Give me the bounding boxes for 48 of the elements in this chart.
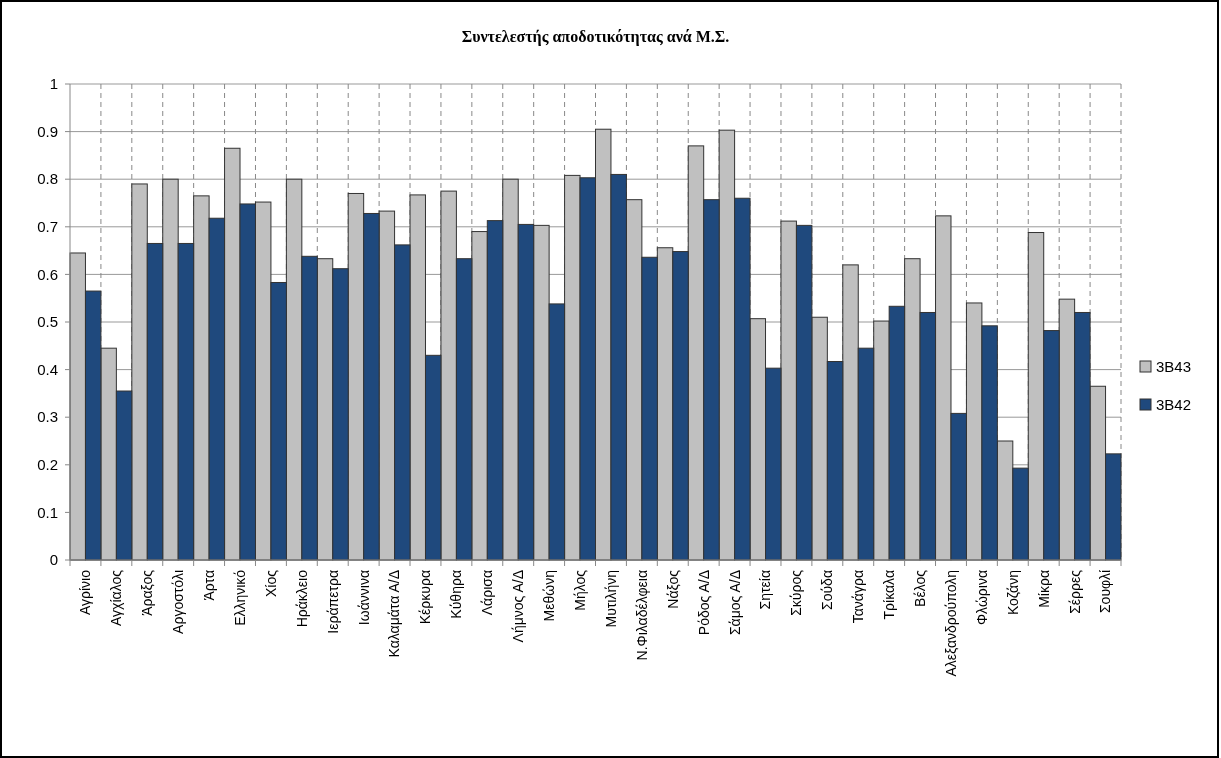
x-tick-label: Αλεξανδρούπολη — [942, 570, 959, 677]
y-tick-label: 0.8 — [37, 170, 58, 188]
x-tick-label: Άρτα — [201, 570, 217, 601]
x-tick-label: Ν.Φιλαδέλφεια — [633, 570, 650, 661]
x-tick-label: Σουφλί — [1097, 570, 1114, 614]
y-tick-label: 0.6 — [37, 265, 58, 283]
y-tick-label: 0.3 — [37, 408, 58, 426]
x-tick-label: Τανάγρα — [850, 570, 867, 624]
x-tick-label: Αργοστόλι — [170, 570, 187, 634]
y-tick-label: 0.9 — [37, 122, 58, 140]
x-tick-label: Μυτιλήνη — [602, 570, 619, 628]
x-tick-label: Αγρίνιο — [77, 569, 94, 616]
y-tick-label: 0.5 — [37, 313, 58, 331]
x-tick-label: Άραξος — [139, 569, 156, 616]
x-tick-label: Ιεράπετρα — [324, 570, 341, 634]
x-tick-label: Κύθηρα — [448, 570, 465, 619]
x-tick-label: Τρίκαλα — [881, 570, 898, 620]
legend-label: 3B43 — [1156, 358, 1192, 376]
x-tick-label: Αγχίαλος — [108, 569, 125, 626]
x-tick-label: Σητεία — [757, 570, 774, 610]
x-tick-label: Φλώρινα — [973, 570, 990, 626]
y-tick-label: 0 — [49, 551, 58, 569]
x-tick-label: Καλαμάτα Α/Δ — [386, 570, 403, 658]
x-tick-label: Μίκρα — [1035, 570, 1052, 608]
x-tick-label: Ιωάννινα — [355, 570, 372, 626]
x-tick-label: Βέλος — [911, 569, 928, 607]
x-tick-label: Σούδα — [819, 570, 836, 610]
x-tick-label: Χίος — [262, 569, 279, 597]
x-tick-label: Ηράκλειο — [293, 569, 310, 628]
x-tick-label: Σκύρος — [788, 569, 805, 616]
x-tick-label: Σάμος Α/Δ — [726, 570, 743, 636]
x-tick-label: Μήλος — [571, 569, 588, 611]
legend-label: 3B42 — [1156, 396, 1192, 414]
x-tick-label: Ελληνικό — [231, 569, 248, 626]
x-tick-label: Μεθώνη — [541, 570, 558, 622]
chart-title: Συντελεστής αποδοτικότητας ανά Μ.Σ. — [461, 28, 730, 46]
x-tick-label: Ρόδος Α/Δ — [695, 570, 712, 636]
x-tick-label: Λάρισα — [479, 570, 496, 616]
x-tick-label: Λήμνος Α/Δ — [510, 570, 527, 643]
y-tick-label: 0.7 — [37, 218, 58, 236]
x-tick-label: Κέρκυρα — [417, 570, 434, 625]
y-tick-label: 0.2 — [37, 456, 58, 474]
y-tick-label: 0.4 — [37, 360, 58, 378]
y-tick-label: 0.1 — [37, 503, 58, 521]
x-tick-label: Σέρρες — [1066, 569, 1083, 614]
x-tick-label: Κοζάνη — [1004, 570, 1021, 616]
x-tick-label: Νάξος — [664, 569, 681, 609]
y-tick-label: 1 — [49, 75, 58, 93]
